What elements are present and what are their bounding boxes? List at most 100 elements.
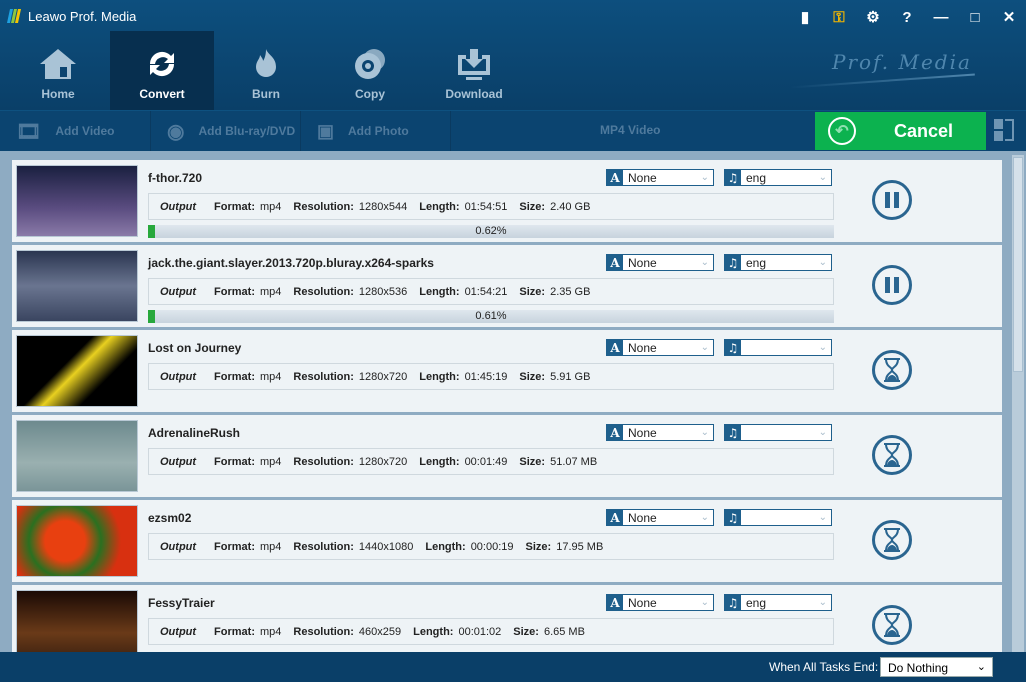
task-row: jack.the.giant.slayer.2013.720p.bluray.x… <box>12 245 1002 327</box>
film-add-icon: 🎞 <box>16 120 42 143</box>
nav-burn[interactable]: Burn <box>214 31 318 110</box>
chevron-down-icon: ⌄ <box>700 172 709 183</box>
subtitle-select[interactable]: A None ⌄ <box>606 169 714 186</box>
video-title: AdrenalineRush <box>148 426 241 440</box>
subtitle-icon: A <box>607 340 623 355</box>
app-title: Leawo Prof. Media <box>28 9 137 24</box>
minimize-button[interactable]: — <box>933 8 949 26</box>
chevron-down-icon: ⌄ <box>818 512 827 523</box>
chevron-down-icon: ⌄ <box>818 597 827 608</box>
tasks-end-select[interactable]: Do Nothing ⌄ <box>880 657 993 677</box>
video-thumbnail[interactable] <box>16 165 138 237</box>
hourglass-icon <box>884 358 900 382</box>
music-note-icon: ♫ <box>725 425 741 440</box>
video-title: Lost on Journey <box>148 341 242 355</box>
output-info: Output Format: mp4 Resolution: 1280x544 Le… <box>148 193 834 220</box>
subtitle-icon: A <box>607 510 623 525</box>
music-note-icon: ♫ <box>725 170 741 185</box>
subtitle-icon: A <box>607 255 623 270</box>
progress-fill <box>148 310 155 323</box>
music-note-icon: ♫ <box>725 595 741 610</box>
close-button[interactable]: ✕ <box>1002 9 1016 26</box>
video-thumbnail[interactable] <box>16 250 138 322</box>
photo-add-icon: ▣ <box>317 120 335 141</box>
output-format-label[interactable]: MP4 Video <box>600 123 661 137</box>
add-photo-button[interactable]: ▣ Add Photo <box>301 111 451 151</box>
feedback-icon[interactable]: ▮ <box>800 9 810 26</box>
waiting-indicator <box>872 350 912 390</box>
subtitle-select[interactable]: A None ⌄ <box>606 509 714 526</box>
hourglass-icon <box>884 528 900 552</box>
pause-button[interactable] <box>872 265 912 305</box>
music-note-icon: ♫ <box>725 510 741 525</box>
hourglass-icon <box>884 443 900 467</box>
output-info: Output Format: mp4 Resolution: 1280x536 Le… <box>148 278 834 305</box>
chevron-down-icon: ⌄ <box>818 257 827 268</box>
task-row: ezsm02 A None ⌄ ♫ ⌄ Output Format: mp4 Resol… <box>12 500 1002 582</box>
nav-convert[interactable]: Convert <box>110 31 214 110</box>
home-icon <box>40 49 76 79</box>
chevron-down-icon: ⌄ <box>818 172 827 183</box>
panel-toggle-icon[interactable] <box>994 119 1014 141</box>
chevron-down-icon: ⌄ <box>700 597 709 608</box>
nav-copy[interactable]: Copy <box>318 31 422 110</box>
waiting-indicator <box>872 520 912 560</box>
progress-fill <box>148 225 155 238</box>
video-thumbnail[interactable] <box>16 505 138 577</box>
tasks-end-label: When All Tasks End: <box>769 660 879 674</box>
chevron-down-icon: ⌄ <box>818 342 827 353</box>
waiting-indicator <box>872 605 912 645</box>
task-row: AdrenalineRush A None ⌄ ♫ ⌄ Output Format: m… <box>12 415 1002 497</box>
video-thumbnail[interactable] <box>16 335 138 407</box>
progress-text: 0.62% <box>475 225 507 237</box>
video-thumbnail[interactable] <box>16 420 138 492</box>
output-info: Output Format: mp4 Resolution: 460x259 Len… <box>148 618 834 645</box>
chevron-down-icon: ⌄ <box>700 512 709 523</box>
chevron-down-icon: ⌄ <box>818 427 827 438</box>
music-note-icon: ♫ <box>725 340 741 355</box>
audio-track-select[interactable]: ♫ eng ⌄ <box>724 254 832 271</box>
gear-icon[interactable]: ⚙ <box>866 9 880 26</box>
subtitle-icon: A <box>607 425 623 440</box>
nav-download[interactable]: Download <box>422 31 526 110</box>
pause-button[interactable] <box>872 180 912 220</box>
pause-icon <box>885 192 899 208</box>
nav-home[interactable]: Home <box>6 31 110 110</box>
title-bar: Leawo Prof. Media ▮ ⚿ ⚙ ? — □ ✕ Home Con… <box>0 0 1026 110</box>
disc-add-icon: ◉ <box>167 120 185 143</box>
pause-icon <box>885 277 899 293</box>
audio-track-select[interactable]: ♫ ⌄ <box>724 424 832 441</box>
audio-track-select[interactable]: ♫ ⌄ <box>724 509 832 526</box>
video-title: f-thor.720 <box>148 171 203 185</box>
scrollbar-thumb[interactable] <box>1013 157 1023 372</box>
audio-track-select[interactable]: ♫ ⌄ <box>724 339 832 356</box>
music-note-icon: ♫ <box>725 255 741 270</box>
maximize-button[interactable]: □ <box>970 8 980 26</box>
subtitle-select[interactable]: A None ⌄ <box>606 254 714 271</box>
subtitle-icon: A <box>607 170 623 185</box>
task-row: Lost on Journey A None ⌄ ♫ ⌄ Output Format:… <box>12 330 1002 412</box>
convert-icon <box>149 51 175 77</box>
chevron-down-icon: ⌄ <box>700 427 709 438</box>
output-info: Output Format: mp4 Resolution: 1280x720 Le… <box>148 448 834 475</box>
scrollbar[interactable] <box>1012 155 1024 652</box>
subtitle-select[interactable]: A None ⌄ <box>606 339 714 356</box>
subtitle-select[interactable]: A None ⌄ <box>606 424 714 441</box>
copy-icon <box>355 49 385 79</box>
cancel-button[interactable]: ↶ Cancel <box>815 112 986 150</box>
hourglass-icon <box>884 613 900 637</box>
progress-bar: 0.62% <box>148 225 834 238</box>
waiting-indicator <box>872 435 912 475</box>
add-video-button[interactable]: 🎞 Add Video <box>0 111 151 151</box>
status-bar: When All Tasks End: Do Nothing ⌄ <box>0 652 1026 682</box>
subtitle-select[interactable]: A None ⌄ <box>606 594 714 611</box>
audio-track-select[interactable]: ♫ eng ⌄ <box>724 594 832 611</box>
video-title: ezsm02 <box>148 511 192 525</box>
add-bluray-button[interactable]: ◉ Add Blu-ray/DVD <box>151 111 301 151</box>
audio-track-select[interactable]: ♫ eng ⌄ <box>724 169 832 186</box>
download-icon <box>458 49 490 80</box>
video-title: jack.the.giant.slayer.2013.720p.bluray.x… <box>148 256 434 270</box>
video-thumbnail[interactable] <box>16 590 138 652</box>
help-icon[interactable]: ? <box>902 8 912 26</box>
key-icon[interactable]: ⚿ <box>833 8 845 26</box>
